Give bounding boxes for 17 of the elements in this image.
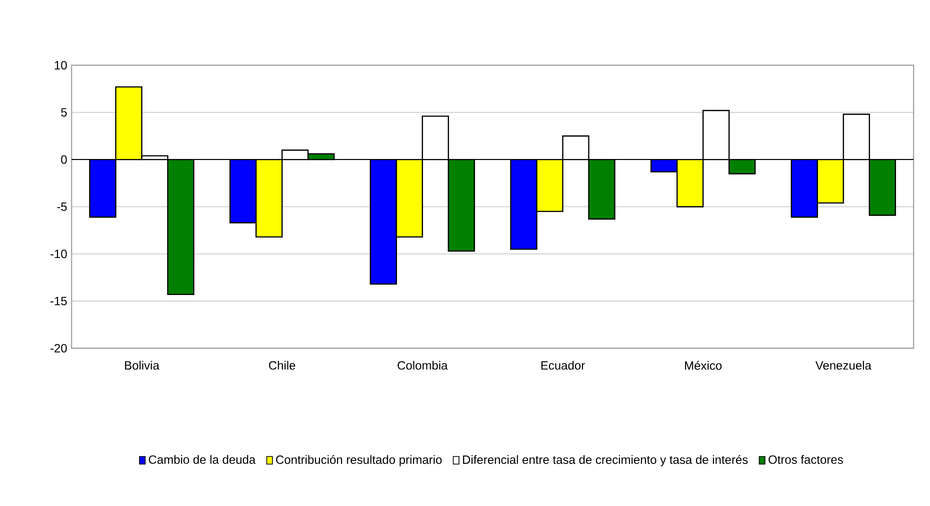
legend-label: Contribución resultado primario — [276, 454, 442, 466]
x-tick-label: México — [685, 360, 722, 370]
x-tick-label: Ecuador — [541, 360, 585, 370]
y-tick-label: 10 — [54, 60, 67, 70]
y-tick-label: -10 — [50, 250, 67, 258]
legend-label: Diferencial entre tasa de crecimiento y tasa de interés — [463, 454, 748, 466]
x-tick-label: Colombia — [398, 360, 448, 370]
x-tick-label: Bolivia — [125, 360, 160, 370]
y-tick-label: 0 — [61, 155, 67, 164]
x-tick-label: Venezuela — [815, 360, 872, 370]
legend-label: Otros factores — [768, 455, 843, 464]
y-tick-label: -15 — [50, 296, 67, 306]
y-tick-label: -5 — [57, 202, 67, 211]
y-tick-label: 5 — [61, 108, 67, 117]
x-tick-label: Chile — [269, 360, 296, 370]
legend-label: Cambio de la deuda — [148, 455, 256, 464]
y-tick-label: -20 — [50, 344, 67, 352]
